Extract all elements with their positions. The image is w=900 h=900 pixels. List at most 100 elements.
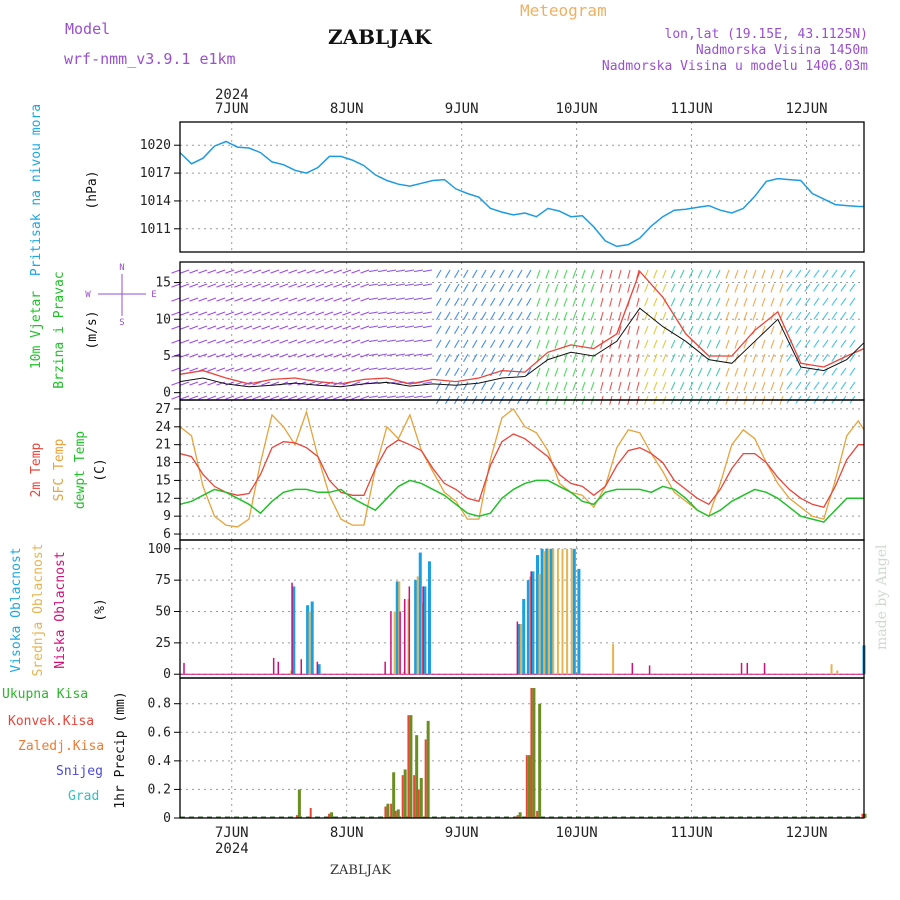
wind-arrow	[545, 325, 550, 335]
wind-arrow	[481, 353, 487, 363]
wind-arrow	[405, 367, 415, 371]
precip-bar-conv	[530, 688, 533, 818]
wind-arrow	[644, 381, 649, 391]
wind-arrow	[526, 353, 532, 363]
wind-arrow	[225, 339, 235, 344]
wind-arrow	[653, 311, 658, 321]
wind-arrow	[499, 367, 505, 377]
wind-arrow	[563, 269, 568, 279]
wind-arrow	[333, 297, 343, 302]
wind-arrow	[627, 325, 631, 335]
wind-arrow	[360, 297, 370, 302]
wind-arrow	[171, 311, 181, 316]
model-label: Model	[65, 20, 110, 38]
wind-arrow	[581, 367, 586, 377]
wind-arrow	[270, 283, 280, 288]
precip-bar-total	[518, 812, 522, 818]
wind-arrow	[198, 339, 208, 344]
wind-arrow	[243, 339, 253, 344]
pressure-ytick-label: 1011	[140, 222, 171, 237]
cloud-bar-low	[183, 662, 185, 675]
wind-arrow	[849, 353, 856, 362]
wind-arrow	[743, 297, 748, 307]
precip-bar-conv	[417, 789, 420, 818]
wind-arrow	[207, 395, 217, 400]
credit-watermark: made by Angel	[874, 544, 890, 650]
wind-arrow	[499, 297, 505, 307]
wind-arrow	[360, 339, 370, 344]
wind-arrow	[261, 283, 271, 288]
wind-arrow	[207, 381, 217, 386]
wind-arrow	[563, 325, 568, 335]
wind-arrow	[706, 381, 712, 391]
wind-arrow	[387, 325, 397, 329]
wind-arrow	[225, 269, 235, 274]
cloud-bar-mid	[421, 602, 424, 675]
wind-arrow	[786, 353, 793, 362]
wind-arrow	[180, 381, 190, 386]
wind-arrow	[644, 283, 649, 293]
wind-arrow	[600, 269, 604, 279]
wind-arrow	[831, 325, 838, 334]
wind-arrow	[804, 283, 811, 292]
cloud-bar-high	[577, 568, 581, 675]
wind-arrow	[644, 325, 649, 335]
wind-arrow	[752, 269, 757, 279]
wind-arrow	[234, 353, 244, 358]
precip-frame	[179, 677, 865, 819]
wind-arrow	[342, 311, 352, 316]
cloud-bar-high	[423, 586, 427, 675]
wind-arrow	[198, 311, 208, 316]
wind-arrow	[517, 283, 523, 293]
wind-arrow	[644, 339, 649, 349]
wind-arrow	[333, 339, 343, 344]
wind-arrow	[670, 381, 676, 391]
wind-arrow	[609, 353, 613, 363]
wind-arrow	[563, 311, 568, 321]
wind-arrow	[822, 297, 829, 306]
cloud-bar-high	[317, 664, 321, 675]
wind-arrow	[297, 395, 307, 400]
wind-arrow	[618, 325, 622, 335]
wind-arrow	[706, 283, 712, 293]
cloud-bar-high	[522, 598, 526, 675]
wind-arrow	[216, 311, 226, 316]
wind-arrow	[454, 339, 460, 349]
wind-arrow	[499, 339, 505, 349]
legend-snow: Snijeg	[56, 764, 103, 779]
wind-arrow	[436, 269, 442, 279]
precip-ytick-label: 0.2	[148, 782, 171, 797]
wind-arrow	[804, 269, 811, 278]
wind-arrow	[795, 283, 802, 292]
wind-arrow	[315, 353, 325, 358]
wind-arrow	[688, 311, 694, 321]
wind-arrow	[405, 339, 415, 343]
wind-arrow	[490, 283, 496, 293]
wind-arrow	[752, 311, 757, 321]
wind-arrow	[333, 311, 343, 316]
wind-arrow	[360, 367, 370, 372]
wind-arrow	[761, 367, 766, 377]
wind-arrow	[306, 395, 316, 400]
station-title: ZABLJAK	[328, 25, 432, 49]
wind-arrow	[252, 297, 262, 302]
wind-arrow	[554, 353, 559, 363]
wind-arrow	[536, 283, 541, 293]
wind-arrow	[189, 269, 199, 274]
wind-arrow	[849, 269, 856, 278]
wind-arrow	[270, 325, 280, 330]
cloud-bar-mid	[290, 670, 293, 675]
wind-arrow	[545, 339, 550, 349]
wind-arrow	[445, 339, 451, 349]
wind-arrow	[779, 269, 784, 279]
wind-arrow	[252, 395, 262, 400]
wind-arrow	[454, 269, 460, 279]
wind-arrow	[831, 283, 838, 292]
wind-arrow	[761, 269, 766, 279]
wind-arrow	[813, 325, 820, 334]
wind-arrow	[315, 325, 325, 330]
cloud-bar-high	[572, 548, 576, 675]
cloud-bar-high	[306, 605, 310, 675]
wind-arrow	[261, 297, 271, 302]
